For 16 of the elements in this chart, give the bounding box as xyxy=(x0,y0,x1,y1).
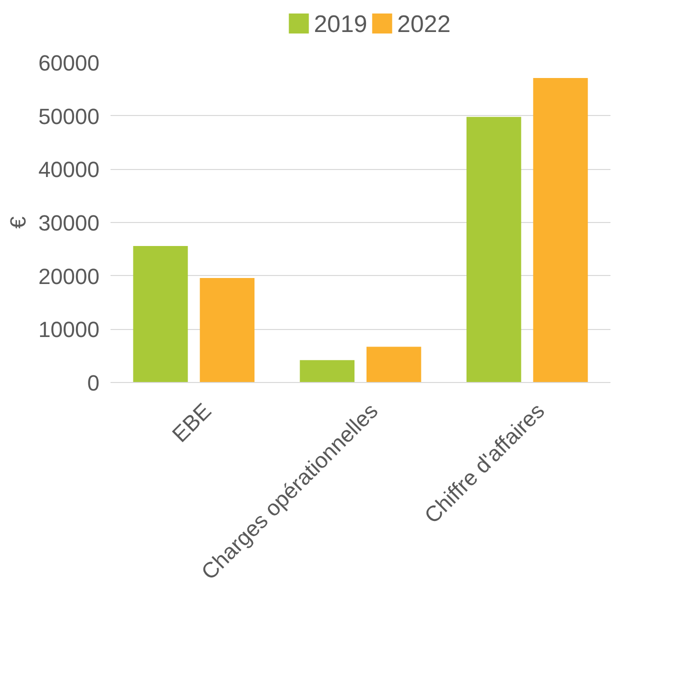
bar xyxy=(200,278,254,382)
bar xyxy=(466,116,522,382)
y-axis-title: € xyxy=(5,216,30,229)
y-tick-label: 40000 xyxy=(38,157,100,182)
bar xyxy=(366,346,422,382)
legend-label: 2022 xyxy=(397,11,451,38)
y-tick-label: 20000 xyxy=(38,264,100,289)
y-tick-label: 0 xyxy=(87,370,100,396)
legend-label: 2019 xyxy=(314,11,368,38)
bar xyxy=(300,360,354,382)
bar xyxy=(533,78,588,382)
y-tick-label: 10000 xyxy=(38,317,100,342)
y-tick-label: 60000 xyxy=(38,50,100,76)
bar xyxy=(133,246,188,382)
y-tick-label: 50000 xyxy=(38,104,100,129)
y-tick-label: 30000 xyxy=(38,210,100,236)
